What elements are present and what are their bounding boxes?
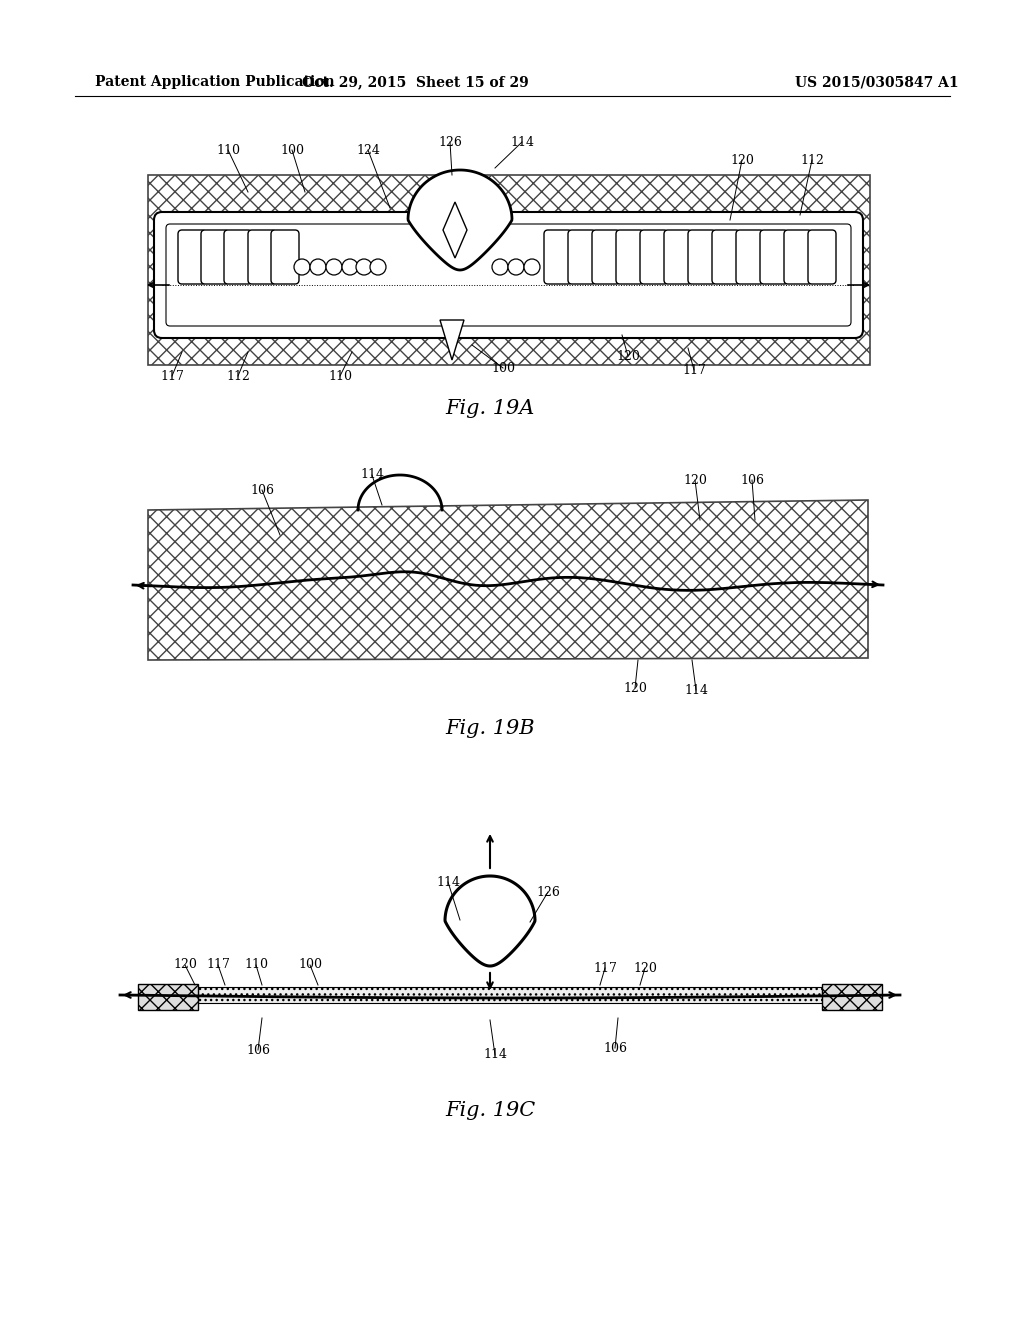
- Text: Patent Application Publication: Patent Application Publication: [95, 75, 335, 88]
- Circle shape: [492, 259, 508, 275]
- Text: 114: 114: [510, 136, 534, 149]
- Text: 106: 106: [250, 483, 274, 496]
- Bar: [822, 983, 882, 1010]
- Text: 114: 114: [436, 875, 460, 888]
- Polygon shape: [440, 319, 464, 360]
- Text: 126: 126: [536, 886, 560, 899]
- Polygon shape: [445, 876, 535, 966]
- Text: US 2015/0305847 A1: US 2015/0305847 A1: [795, 75, 958, 88]
- Text: 114: 114: [360, 469, 384, 482]
- Text: 120: 120: [683, 474, 707, 487]
- FancyBboxPatch shape: [664, 230, 692, 284]
- Text: 126: 126: [438, 136, 462, 149]
- FancyBboxPatch shape: [808, 230, 836, 284]
- Text: 100: 100: [490, 362, 515, 375]
- Text: 110: 110: [244, 958, 268, 972]
- Text: Fig. 19B: Fig. 19B: [445, 718, 535, 738]
- Text: 114: 114: [483, 1048, 507, 1061]
- Text: 117: 117: [206, 958, 230, 972]
- Text: 110: 110: [328, 370, 352, 383]
- FancyBboxPatch shape: [154, 213, 863, 338]
- Bar: [148, 176, 870, 366]
- Circle shape: [294, 259, 310, 275]
- FancyBboxPatch shape: [166, 224, 851, 326]
- Text: Fig. 19C: Fig. 19C: [444, 1101, 536, 1119]
- Circle shape: [356, 259, 372, 275]
- Text: 117: 117: [160, 370, 184, 383]
- Text: 106: 106: [740, 474, 764, 487]
- Text: 106: 106: [246, 1044, 270, 1056]
- FancyBboxPatch shape: [760, 230, 788, 284]
- FancyBboxPatch shape: [544, 230, 572, 284]
- Bar: [138, 983, 198, 1010]
- Text: 117: 117: [593, 961, 616, 974]
- Circle shape: [524, 259, 540, 275]
- Text: 112: 112: [800, 153, 824, 166]
- Text: 120: 120: [730, 153, 754, 166]
- Text: 120: 120: [173, 958, 197, 972]
- FancyBboxPatch shape: [568, 230, 596, 284]
- Text: 100: 100: [298, 958, 322, 972]
- Circle shape: [326, 259, 342, 275]
- FancyBboxPatch shape: [784, 230, 812, 284]
- Polygon shape: [408, 170, 512, 271]
- Text: Fig. 19A: Fig. 19A: [445, 399, 535, 417]
- FancyBboxPatch shape: [688, 230, 716, 284]
- Polygon shape: [148, 500, 868, 660]
- Text: 112: 112: [226, 370, 250, 383]
- Circle shape: [370, 259, 386, 275]
- FancyBboxPatch shape: [224, 230, 252, 284]
- Text: 120: 120: [633, 961, 657, 974]
- Bar: [198, 987, 822, 1003]
- Text: Oct. 29, 2015  Sheet 15 of 29: Oct. 29, 2015 Sheet 15 of 29: [302, 75, 528, 88]
- FancyBboxPatch shape: [640, 230, 668, 284]
- Text: 120: 120: [616, 350, 640, 363]
- FancyBboxPatch shape: [736, 230, 764, 284]
- FancyBboxPatch shape: [248, 230, 276, 284]
- FancyBboxPatch shape: [201, 230, 229, 284]
- Text: 114: 114: [684, 684, 708, 697]
- Circle shape: [310, 259, 326, 275]
- Text: 120: 120: [623, 681, 647, 694]
- Text: 110: 110: [216, 144, 240, 157]
- FancyBboxPatch shape: [616, 230, 644, 284]
- Text: 124: 124: [356, 144, 380, 157]
- FancyBboxPatch shape: [592, 230, 620, 284]
- Circle shape: [508, 259, 524, 275]
- Circle shape: [342, 259, 358, 275]
- Text: 100: 100: [280, 144, 304, 157]
- FancyBboxPatch shape: [178, 230, 206, 284]
- Text: 117: 117: [682, 363, 706, 376]
- Polygon shape: [443, 202, 467, 257]
- FancyBboxPatch shape: [712, 230, 740, 284]
- Text: 106: 106: [603, 1041, 627, 1055]
- FancyBboxPatch shape: [271, 230, 299, 284]
